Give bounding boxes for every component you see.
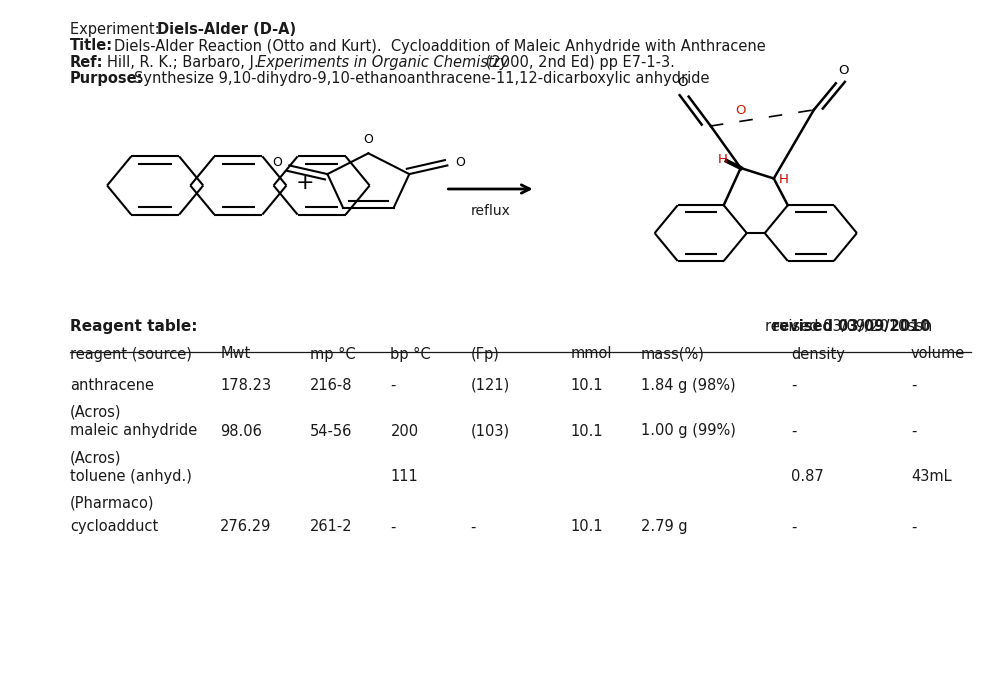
Text: Diels-Alder (D-A): Diels-Alder (D-A)	[157, 22, 296, 37]
Text: 98.06: 98.06	[220, 424, 262, 438]
Text: 261-2: 261-2	[310, 519, 353, 534]
Text: O: O	[363, 133, 373, 146]
Text: 1.84 g (98%): 1.84 g (98%)	[641, 378, 736, 393]
Text: -: -	[911, 519, 916, 534]
Text: 1.00 g (99%): 1.00 g (99%)	[641, 424, 736, 438]
Text: (103): (103)	[470, 424, 510, 438]
Text: (Pharmaco): (Pharmaco)	[70, 496, 154, 510]
Text: -: -	[791, 519, 796, 534]
Text: Experiments in Organic Chemistry: Experiments in Organic Chemistry	[257, 55, 509, 69]
Text: 10.1: 10.1	[571, 424, 604, 438]
Text: 276.29: 276.29	[220, 519, 271, 534]
Text: Hill, R. K.; Barbaro, J.: Hill, R. K.; Barbaro, J.	[107, 55, 263, 69]
Text: density: density	[791, 346, 845, 361]
Text: O: O	[678, 76, 688, 89]
Text: revised 03/09/2010ssh: revised 03/09/2010ssh	[765, 318, 932, 333]
Text: O: O	[272, 156, 282, 169]
Text: Title:: Title:	[70, 38, 113, 53]
Text: 111: 111	[390, 469, 418, 484]
Text: mmol: mmol	[571, 346, 612, 361]
Text: Diels-Alder Reaction (Otto and Kurt).  Cycloaddition of Maleic Anhydride with An: Diels-Alder Reaction (Otto and Kurt). Cy…	[114, 38, 766, 53]
Text: anthracene: anthracene	[70, 378, 154, 393]
Text: O: O	[839, 64, 849, 77]
Text: (Fp): (Fp)	[470, 346, 499, 361]
Text: Purpose:: Purpose:	[70, 71, 143, 85]
Text: O: O	[735, 104, 746, 118]
Text: 200: 200	[390, 424, 418, 438]
Text: H: H	[779, 174, 789, 186]
Text: 0.87: 0.87	[791, 469, 824, 484]
Text: 10.1: 10.1	[571, 378, 604, 393]
Text: 54-56: 54-56	[310, 424, 352, 438]
Text: (2000, 2nd Ed) pp E7-1-3.: (2000, 2nd Ed) pp E7-1-3.	[481, 55, 676, 69]
Text: Experiment:: Experiment:	[70, 22, 164, 37]
Text: -: -	[390, 519, 395, 534]
Text: 216-8: 216-8	[310, 378, 352, 393]
Text: volume: volume	[911, 346, 965, 361]
Text: -: -	[911, 424, 916, 438]
Text: maleic anhydride: maleic anhydride	[70, 424, 197, 438]
Text: (121): (121)	[470, 378, 510, 393]
Text: 2.79 g: 2.79 g	[641, 519, 688, 534]
Text: O: O	[454, 156, 464, 169]
Text: Mwt: Mwt	[220, 346, 250, 361]
Text: Ref:: Ref:	[70, 55, 103, 69]
Text: -: -	[470, 519, 475, 534]
Text: cycloadduct: cycloadduct	[70, 519, 158, 534]
Text: H: H	[718, 153, 728, 166]
Text: mass(%): mass(%)	[641, 346, 705, 361]
Text: reflux: reflux	[470, 204, 511, 218]
Text: Synthesize 9,10-dihydro-9,10-ethanoanthracene-11,12-dicarboxylic anhydride: Synthesize 9,10-dihydro-9,10-ethanoanthr…	[134, 71, 710, 85]
Text: +: +	[296, 174, 314, 193]
Text: 178.23: 178.23	[220, 378, 271, 393]
Text: Reagent table:: Reagent table:	[70, 318, 197, 333]
Text: -: -	[911, 378, 916, 393]
Text: (Acros): (Acros)	[70, 450, 121, 465]
Text: (Acros): (Acros)	[70, 405, 121, 419]
Text: -: -	[390, 378, 395, 393]
Text: 10.1: 10.1	[571, 519, 604, 534]
Text: -: -	[791, 424, 796, 438]
Text: mp °C: mp °C	[310, 346, 356, 361]
Text: toluene (anhyd.): toluene (anhyd.)	[70, 469, 192, 484]
Text: bp °C: bp °C	[390, 346, 431, 361]
Text: reagent (source): reagent (source)	[70, 346, 192, 361]
Text: revised 03/09/2010: revised 03/09/2010	[773, 318, 931, 333]
Text: 43mL: 43mL	[911, 469, 952, 484]
Text: -: -	[791, 378, 796, 393]
